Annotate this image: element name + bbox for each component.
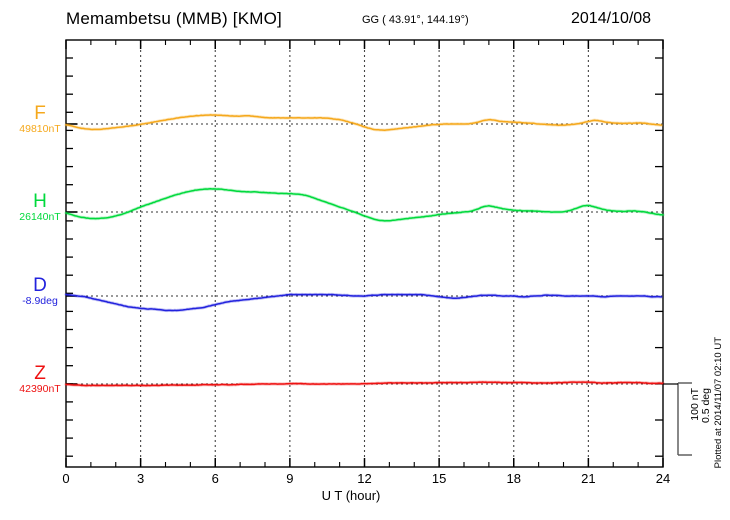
trace-halo-F: [64, 113, 664, 132]
data-traces: [64, 113, 665, 388]
x-tick-label-3: 3: [137, 471, 145, 486]
component-symbol-D: D: [33, 275, 47, 296]
component-label-F: F 49810nT: [12, 104, 68, 135]
component-label-D: D -8.9deg: [12, 276, 68, 307]
trace-D: [65, 293, 663, 312]
component-symbol-Z: Z: [34, 363, 46, 384]
component-baseline-Z: 42390nT: [19, 383, 61, 395]
geographic-coords: GG ( 43.91°, 144.19°): [362, 14, 469, 26]
x-tick-label-21: 21: [581, 471, 596, 486]
x-axis-ticks: [65, 40, 664, 467]
x-axis-label: U T (hour): [321, 488, 381, 503]
x-tick-label-9: 9: [286, 471, 294, 486]
component-label-H: H 26140nT: [12, 192, 68, 223]
component-baseline-H: 26140nT: [19, 211, 61, 223]
trace-H: [65, 188, 664, 222]
component-baseline-F: 49810nT: [19, 123, 61, 135]
page-title: Memambetsu (MMB) [KMO]: [66, 9, 282, 28]
plotted-timestamp: Plotted at 2014/11/07 02:10 UT: [713, 337, 724, 469]
plot-frame: [65, 39, 664, 468]
x-tick-label-24: 24: [655, 471, 671, 486]
plot-gridlines: [140, 40, 589, 467]
component-symbol-F: F: [34, 103, 46, 124]
x-tick-label-18: 18: [506, 471, 521, 486]
scale-bar-deg-label: 0.5 deg: [700, 388, 712, 424]
trace-Z: [65, 381, 664, 387]
x-tick-label-12: 12: [357, 471, 372, 486]
trace-F: [65, 114, 663, 131]
scale-bar: [663, 382, 692, 456]
component-baseline-D: -8.9deg: [22, 295, 58, 307]
x-tick-label-15: 15: [431, 471, 447, 486]
component-label-Z: Z 42390nT: [12, 364, 68, 395]
component-symbol-H: H: [33, 191, 47, 212]
y-axis-ticks: [66, 57, 663, 457]
x-tick-label-0: 0: [62, 471, 70, 486]
x-tick-label-6: 6: [211, 471, 219, 486]
observation-date: 2014/10/08: [571, 10, 652, 27]
